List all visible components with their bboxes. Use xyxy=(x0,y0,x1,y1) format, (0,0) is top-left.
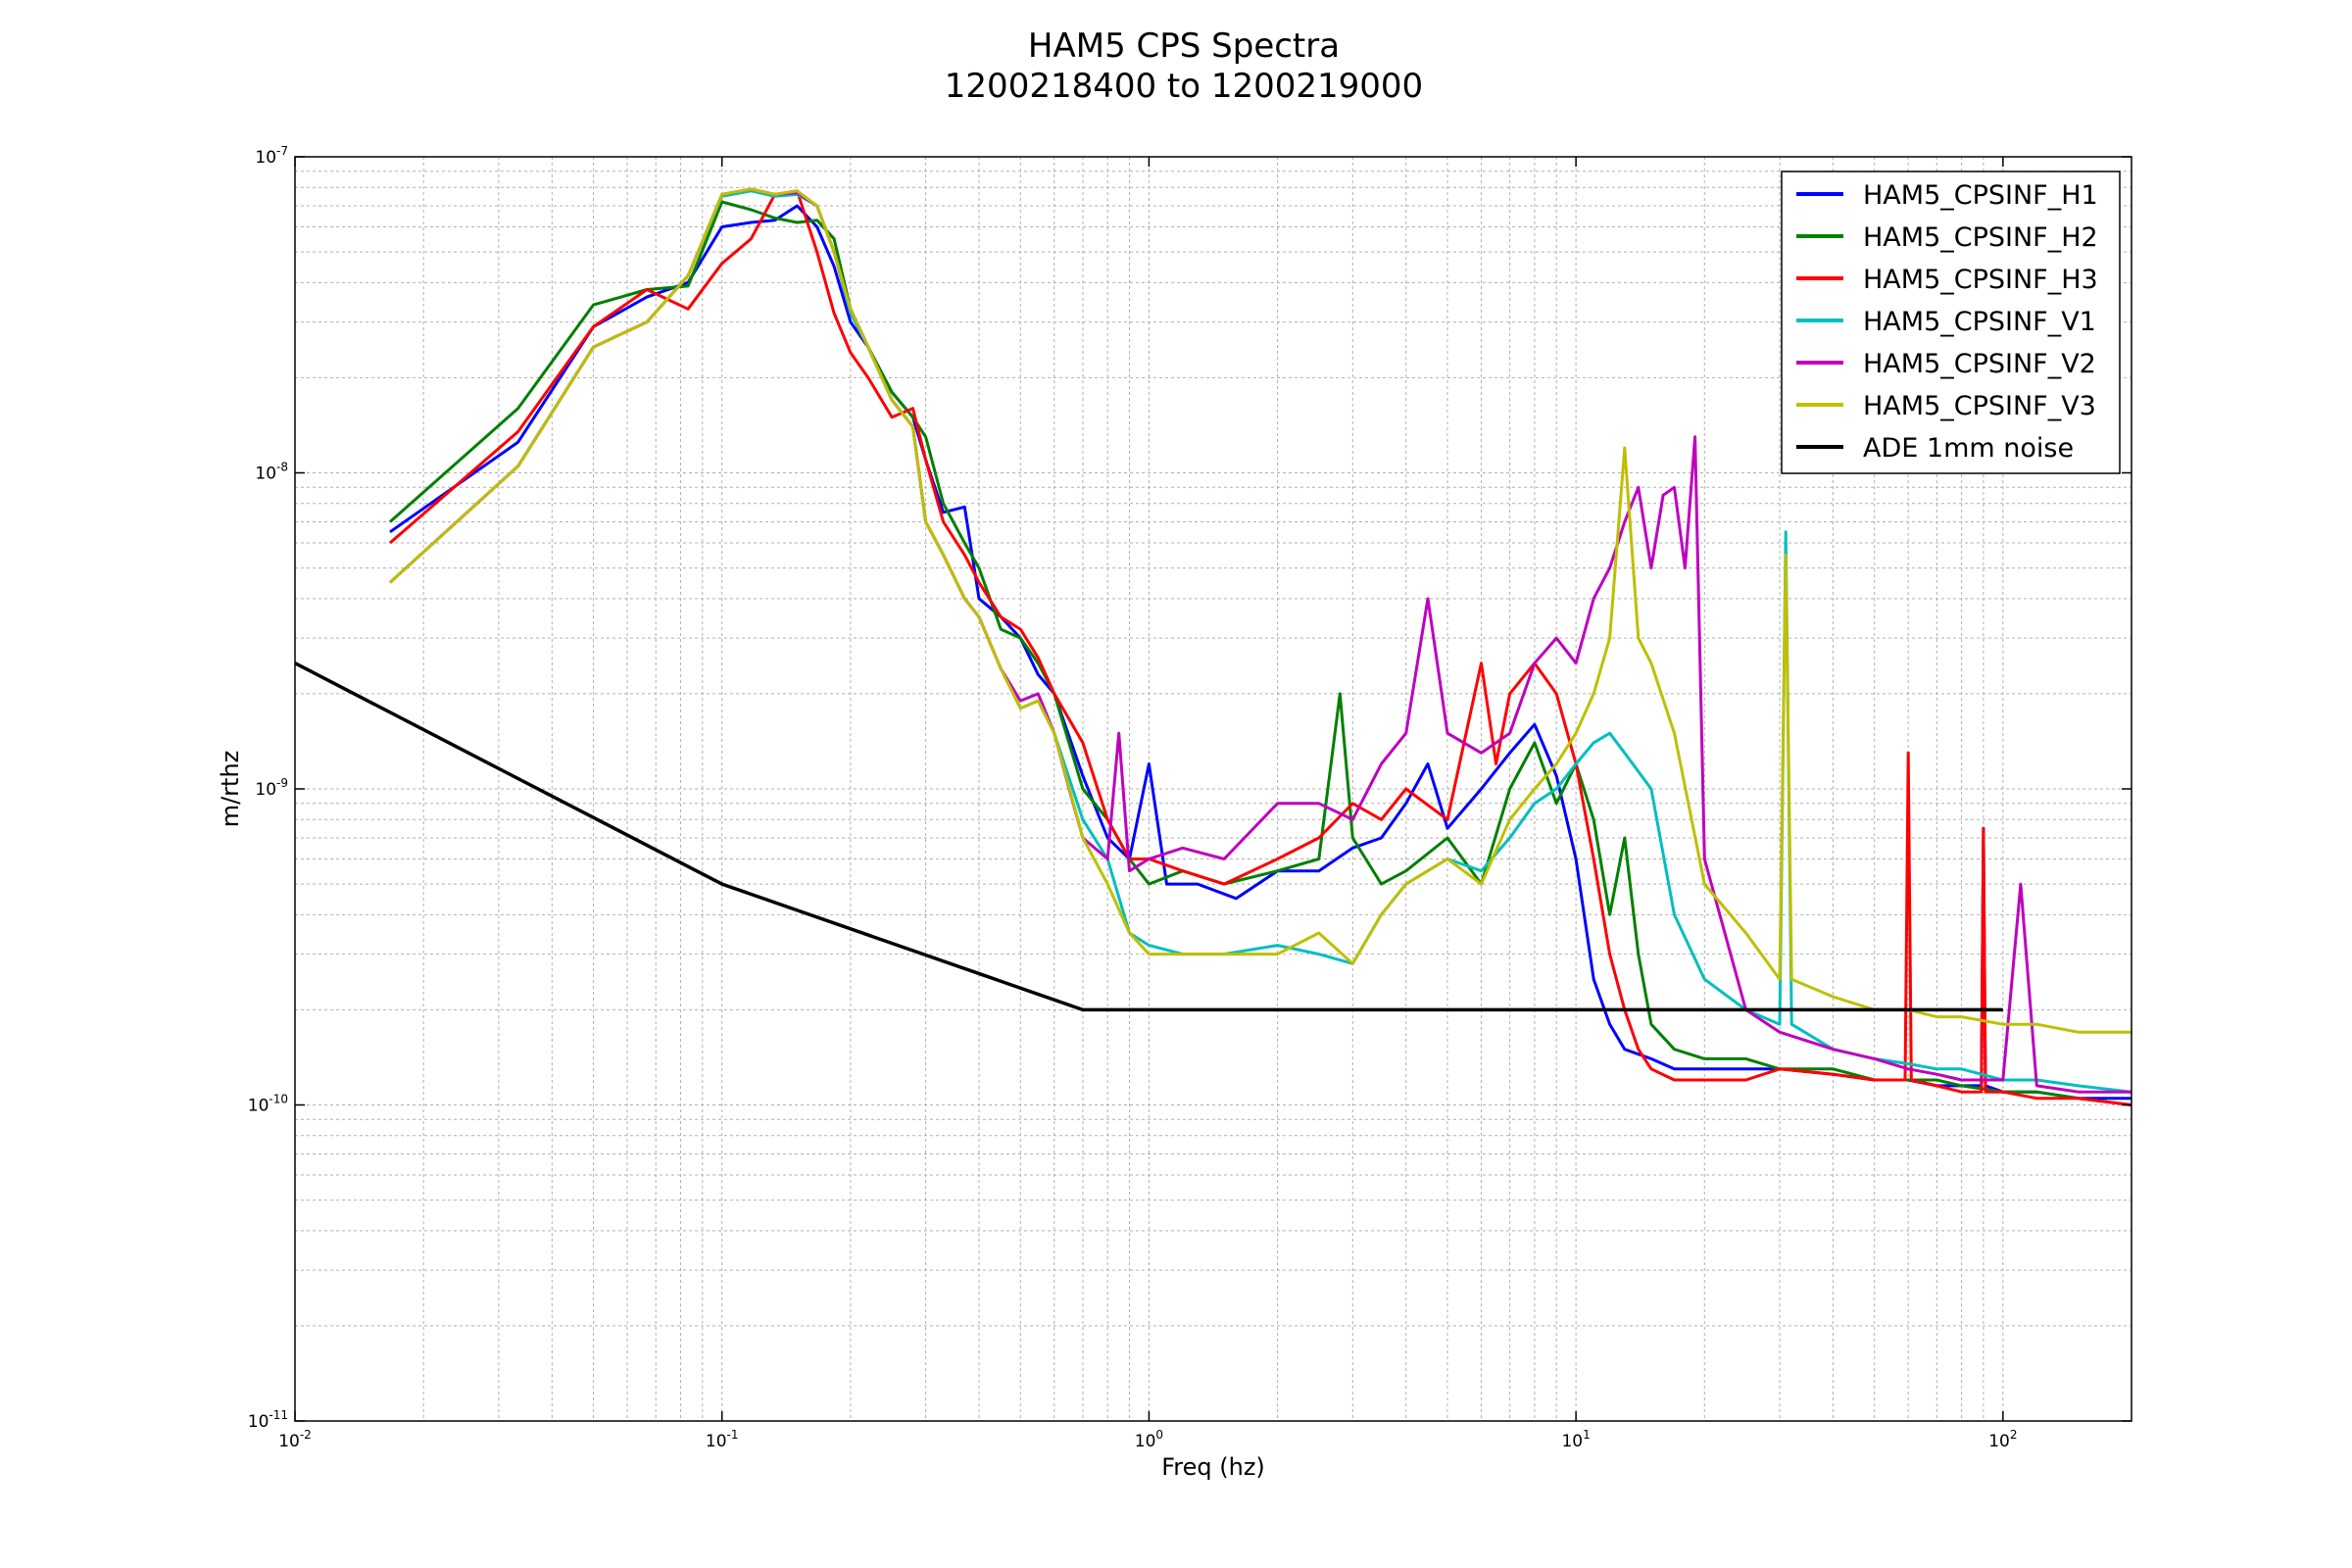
series-line-5 xyxy=(388,187,2132,1034)
y-tick-exp: -9 xyxy=(276,776,288,790)
legend-label-4: HAM5_CPSINF_V2 xyxy=(1863,349,2096,379)
y-tick-label-4: 10-7 xyxy=(255,144,288,168)
y-tick-base: 10 xyxy=(255,780,276,800)
y-tick-label-3: 10-8 xyxy=(255,461,288,484)
legend-label-3: HAM5_CPSINF_V1 xyxy=(1863,307,2096,337)
legend-label-1: HAM5_CPSINF_H2 xyxy=(1863,222,2098,253)
chart-title: HAM5 CPS Spectra xyxy=(1028,26,1340,66)
y-tick-label-0: 10-11 xyxy=(248,1408,288,1432)
y-tick-exp: -7 xyxy=(276,144,288,158)
y-tick-exp: -10 xyxy=(269,1093,288,1106)
y-axis-label: m/rthz xyxy=(217,751,244,828)
x-tick-exp: 2 xyxy=(2010,1428,2018,1442)
x-tick-label-4: 102 xyxy=(1988,1428,2017,1451)
y-tick-exp: -11 xyxy=(269,1408,288,1422)
series-line-2 xyxy=(389,189,2132,1106)
y-tick-base: 10 xyxy=(255,148,276,168)
x-tick-base: 10 xyxy=(1988,1432,2010,1451)
y-tick-label-2: 10-9 xyxy=(255,776,288,800)
x-tick-base: 10 xyxy=(278,1432,300,1451)
series-line-6 xyxy=(295,662,2003,1012)
y-tick-base: 10 xyxy=(255,465,276,484)
x-tick-base: 10 xyxy=(1561,1432,1583,1451)
x-tick-label-0: 10-2 xyxy=(278,1428,312,1451)
x-tick-exp: 0 xyxy=(1155,1428,1163,1442)
x-axis-label: Freq (hz) xyxy=(1161,1453,1265,1481)
x-tick-label-1: 10-1 xyxy=(706,1428,739,1451)
x-tick-exp: -1 xyxy=(727,1428,739,1442)
legend-label-6: ADE 1mm noise xyxy=(1863,433,2074,464)
legend-label-2: HAM5_CPSINF_H3 xyxy=(1863,265,2098,295)
legend-label-0: HAM5_CPSINF_H1 xyxy=(1863,180,2098,211)
x-tick-exp: 1 xyxy=(1583,1428,1591,1442)
x-tick-base: 10 xyxy=(1135,1432,1156,1451)
x-tick-base: 10 xyxy=(706,1432,727,1451)
y-tick-base: 10 xyxy=(248,1412,270,1432)
series-group xyxy=(295,187,2132,1106)
x-tick-label-2: 100 xyxy=(1135,1428,1163,1451)
legend: HAM5_CPSINF_H1 HAM5_CPSINF_H2 HAM5_CPSINF_… xyxy=(1781,171,2121,474)
x-tick-exp: -2 xyxy=(300,1428,312,1442)
chart-subtitle: 1200218400 to 1200219000 xyxy=(945,67,1423,106)
y-tick-label-1: 10-10 xyxy=(248,1093,288,1116)
x-tick-label-3: 101 xyxy=(1561,1428,1590,1451)
y-tick-exp: -8 xyxy=(276,461,288,474)
y-tick-base: 10 xyxy=(248,1097,270,1116)
legend-label-5: HAM5_CPSINF_V3 xyxy=(1863,391,2096,421)
